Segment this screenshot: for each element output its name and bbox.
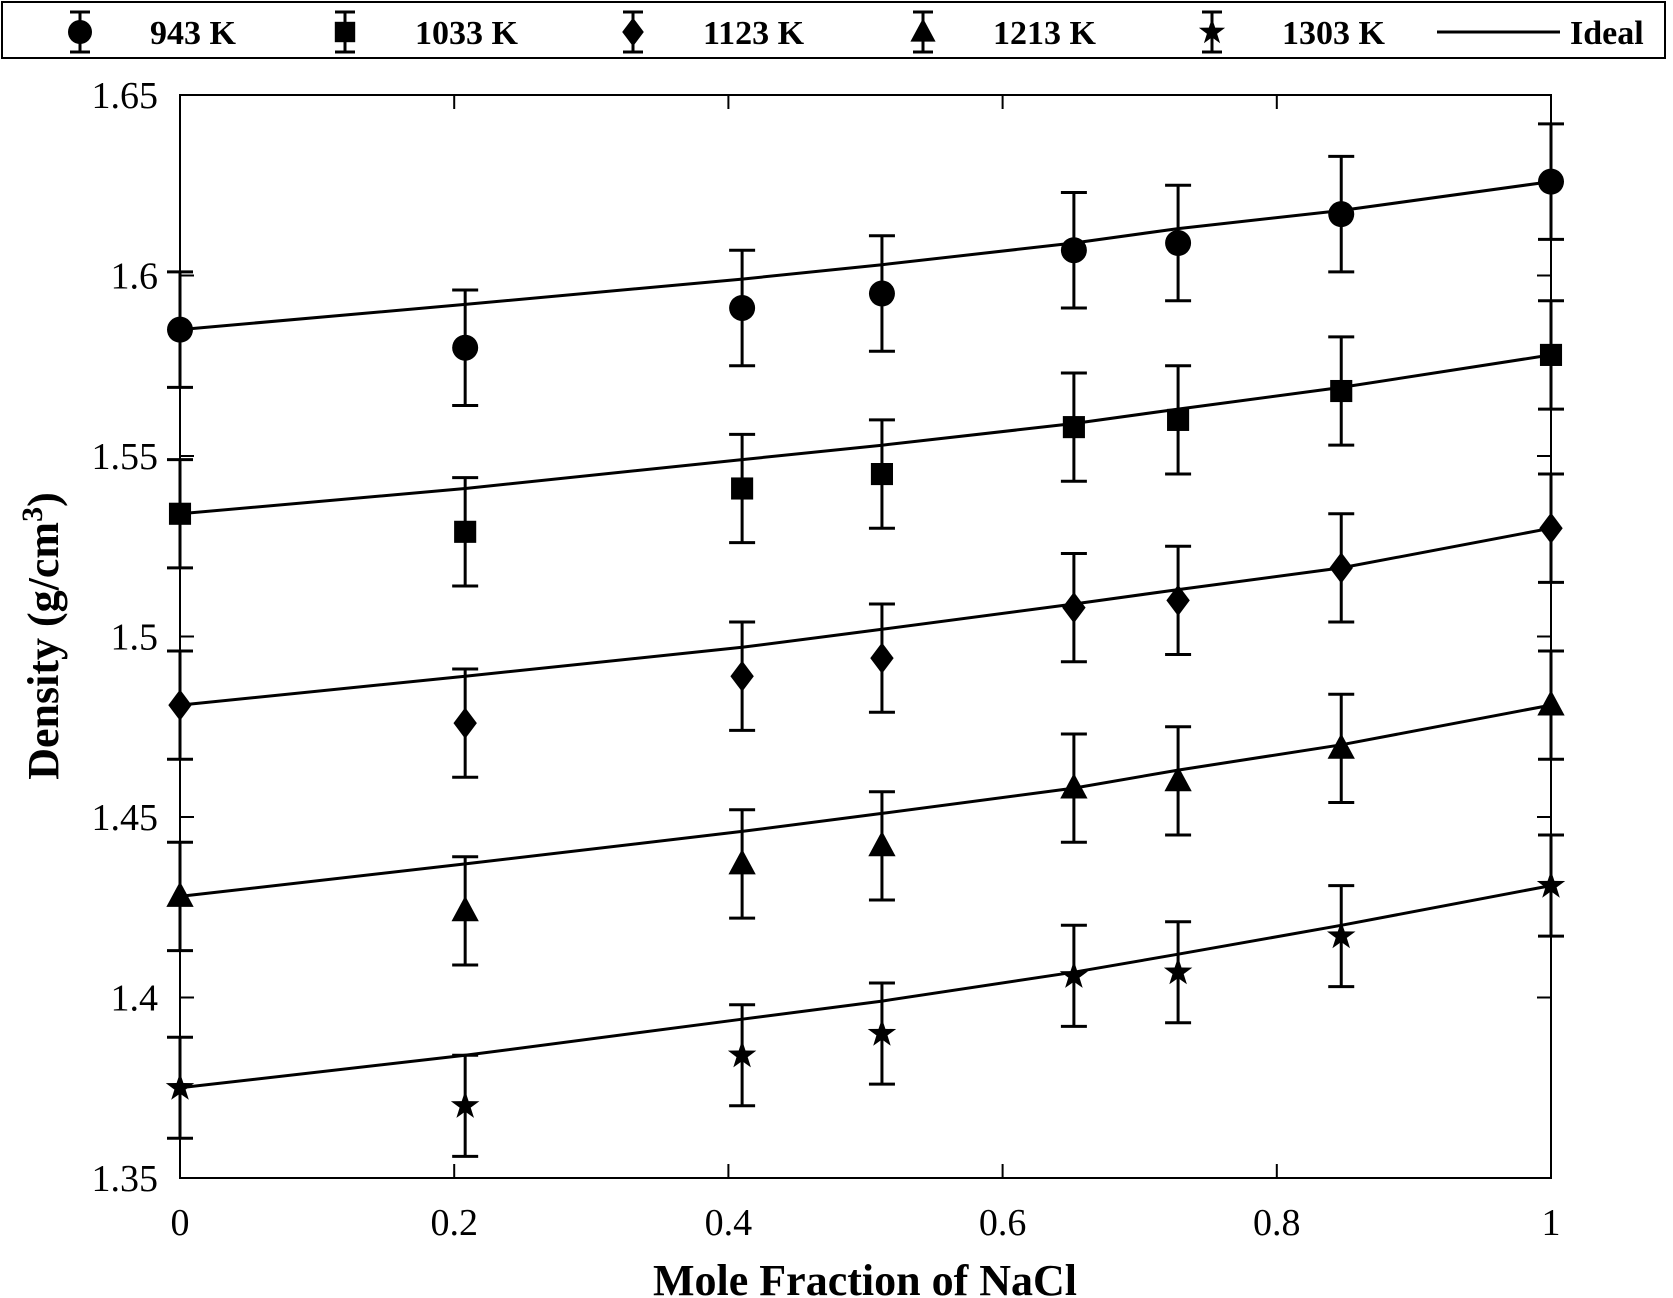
plot-area bbox=[179, 94, 1552, 1179]
data-point-triangle bbox=[166, 881, 194, 907]
data-point-circle bbox=[1165, 230, 1192, 257]
data-point-diamond bbox=[870, 642, 894, 674]
y-tick-label: 1.5 bbox=[111, 617, 159, 659]
legend-label: 1033 K bbox=[415, 15, 519, 52]
ideal-line-1123-K bbox=[179, 526, 1552, 707]
data-point-square bbox=[1167, 408, 1190, 431]
legend-marker-square bbox=[334, 21, 356, 43]
data-point-square bbox=[731, 477, 754, 500]
ideal-line-1213-K bbox=[179, 703, 1552, 898]
x-tick-label: 0.4 bbox=[705, 1202, 753, 1244]
data-point-diamond bbox=[453, 707, 477, 739]
data-point-star bbox=[1059, 960, 1089, 988]
y-axis-title-main: Density (g/cm bbox=[19, 522, 68, 780]
legend-label: 1303 K bbox=[1282, 15, 1386, 52]
ideal-line-1303-K bbox=[179, 884, 1552, 1090]
x-tick-label: 0 bbox=[171, 1202, 190, 1244]
legend-box bbox=[1, 1, 1666, 59]
data-point-diamond bbox=[1329, 552, 1353, 584]
x-tick-label: 0.8 bbox=[1253, 1202, 1301, 1244]
data-point-diamond bbox=[1062, 592, 1086, 624]
legend-marker-star bbox=[1198, 18, 1226, 44]
legend-label: 1123 K bbox=[703, 15, 805, 52]
data-point-circle bbox=[167, 316, 193, 343]
y-tick-label: 1.65 bbox=[92, 75, 159, 117]
ideal-line-1033-K bbox=[179, 353, 1552, 516]
data-point-circle bbox=[868, 280, 895, 307]
legend-label: 1213 K bbox=[993, 15, 1097, 52]
legend-marker-diamond bbox=[622, 17, 644, 47]
data-point-square bbox=[870, 463, 894, 486]
y-tick-label: 1.35 bbox=[92, 1158, 159, 1200]
data-point-star bbox=[450, 1090, 480, 1118]
y-axis-title: Density (g/cm3) bbox=[16, 492, 68, 780]
y-axis-title-superscript: 3 bbox=[16, 507, 49, 522]
x-axis-title: Mole Fraction of NaCl bbox=[653, 1256, 1077, 1298]
data-markers bbox=[165, 168, 1566, 1118]
data-point-star bbox=[867, 1018, 897, 1046]
data-point-triangle bbox=[728, 848, 756, 875]
ideal-lines bbox=[179, 180, 1552, 1090]
data-point-square bbox=[1330, 379, 1353, 403]
data-point-circle bbox=[729, 294, 756, 321]
data-point-square bbox=[168, 502, 192, 525]
data-point-star bbox=[1163, 957, 1193, 985]
legend-marker-circle bbox=[68, 20, 92, 44]
ideal-line-943-K bbox=[179, 180, 1552, 332]
x-tick-label: 0.2 bbox=[430, 1202, 478, 1244]
y-tick-label: 1.6 bbox=[111, 256, 159, 298]
data-point-star bbox=[165, 1072, 195, 1100]
data-point-diamond bbox=[1539, 512, 1563, 544]
axis-ticks: 0 0.2 0.4 0.6 0.8 1 1.35 1.4 1.45 1.5 1.55 1.6 1.65 bbox=[92, 75, 1561, 1244]
data-point-star bbox=[1327, 921, 1356, 949]
data-point-circle bbox=[1538, 168, 1564, 195]
data-point-triangle bbox=[868, 830, 896, 857]
data-point-triangle bbox=[1327, 733, 1355, 759]
data-point-circle bbox=[1060, 237, 1087, 264]
y-tick-label: 1.45 bbox=[92, 797, 159, 839]
legend-label: 943 K bbox=[150, 15, 237, 52]
data-point-diamond bbox=[1166, 584, 1190, 616]
data-point-star bbox=[727, 1040, 757, 1068]
data-point-triangle bbox=[451, 895, 479, 922]
y-tick-label: 1.4 bbox=[111, 978, 159, 1020]
x-tick-label: 1 bbox=[1542, 1202, 1561, 1244]
data-point-square bbox=[454, 520, 477, 543]
data-point-diamond bbox=[168, 689, 192, 721]
data-point-square bbox=[1539, 343, 1563, 366]
legend: 943 K 1033 K 1123 K 1213 K 1303 K Ideal bbox=[1, 1, 1666, 59]
data-point-diamond bbox=[730, 660, 754, 692]
legend-label-ideal: Ideal bbox=[1570, 15, 1644, 52]
data-point-square bbox=[1062, 416, 1085, 439]
x-tick-label: 0.6 bbox=[979, 1202, 1027, 1244]
data-point-triangle bbox=[1164, 765, 1192, 792]
data-point-circle bbox=[1328, 201, 1355, 228]
data-point-circle bbox=[452, 334, 479, 361]
legend-marker-triangle bbox=[910, 18, 936, 42]
y-axis-title-close: ) bbox=[19, 492, 68, 507]
data-point-star bbox=[1536, 870, 1566, 898]
data-point-triangle bbox=[1060, 773, 1088, 799]
error-bars bbox=[167, 122, 1564, 1158]
y-tick-label: 1.55 bbox=[92, 436, 159, 478]
data-point-triangle bbox=[1537, 690, 1565, 716]
